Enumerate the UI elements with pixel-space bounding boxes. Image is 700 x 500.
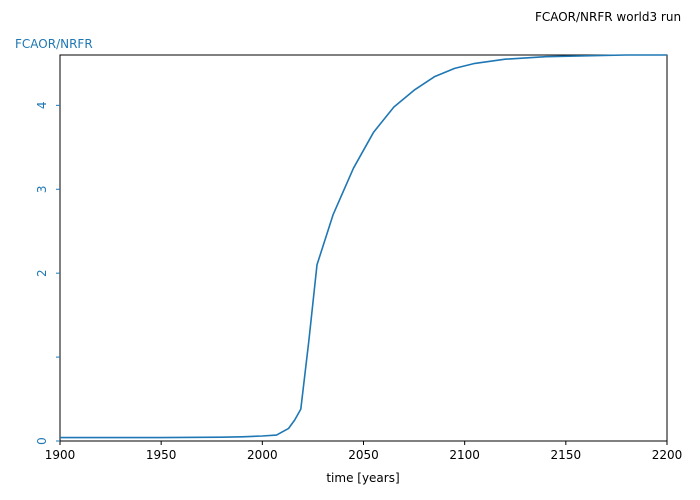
y-tick-label: 4 [35,102,49,110]
plot-frame [59,54,668,442]
x-tick-label: 2100 [449,448,480,462]
x-tick-label: 2000 [247,448,278,462]
y-axis-label: FCAOR/NRFR [15,37,93,51]
plot-area: 1900 1950 2000 2050 2100 2150 2200 0 2 3 4 [35,54,683,462]
x-tick-label: 1950 [146,448,177,462]
y-tick-label: 0 [35,437,49,445]
series-line [60,54,667,439]
x-axis-label: time [years] [326,471,399,485]
x-tick-label: 2200 [652,448,683,462]
x-tick-label: 2050 [348,448,379,462]
y-tick-label: 3 [35,185,49,193]
chart-title: FCAOR/NRFR world3 run [535,10,681,24]
y-tick-label: 2 [35,269,49,277]
x-tick-label: 1900 [45,448,76,462]
x-tick-label: 2150 [551,448,582,462]
